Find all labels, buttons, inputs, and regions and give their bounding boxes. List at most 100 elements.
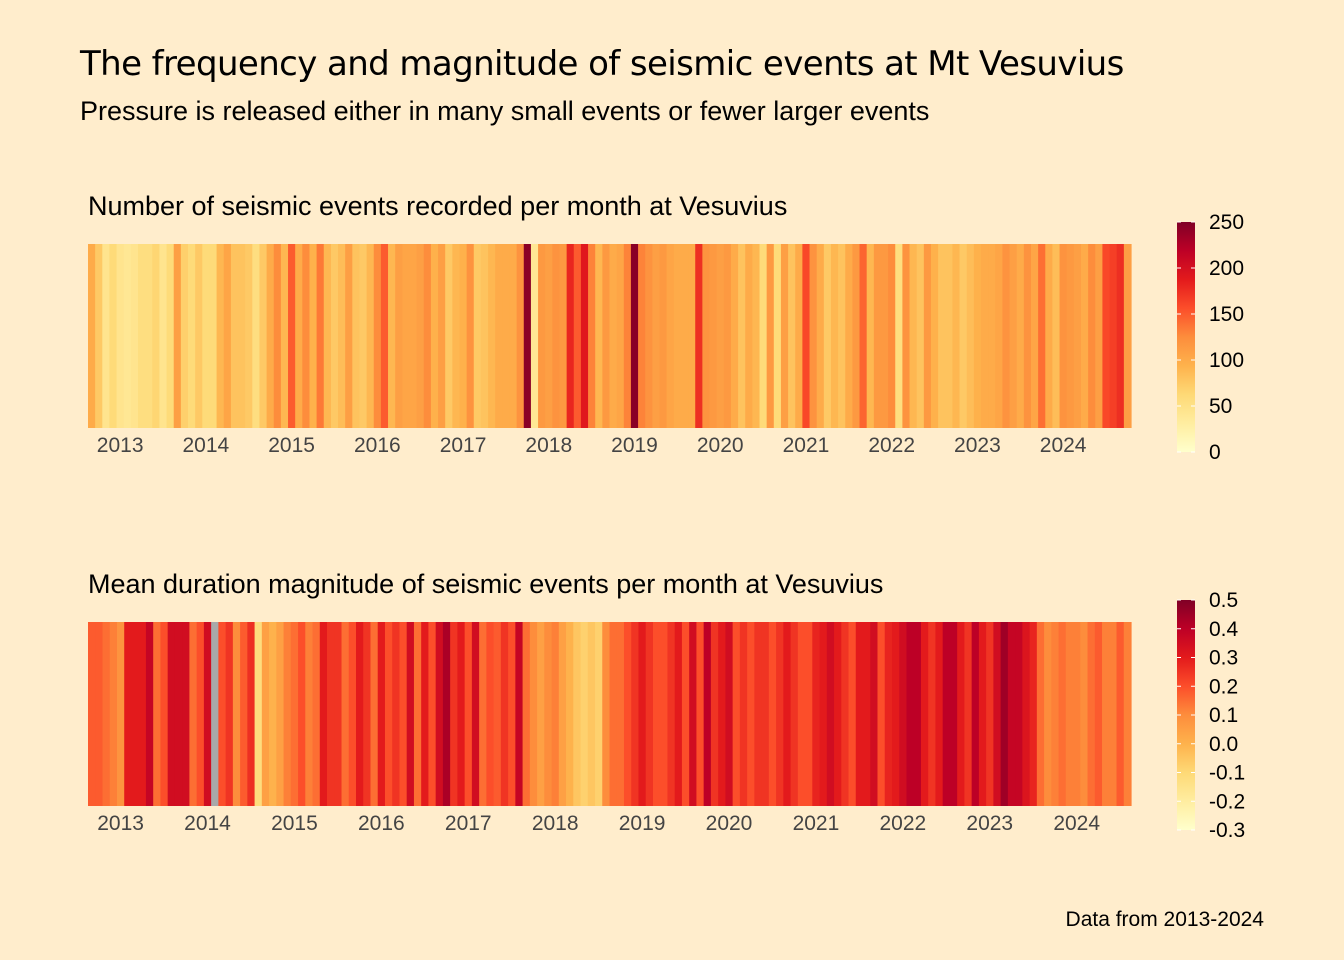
heatmap-cell	[445, 244, 453, 428]
x-tick-label: 2018	[532, 812, 579, 835]
heatmap-cell	[759, 244, 768, 428]
heatmap-cell	[261, 622, 270, 806]
x-tick-label: 2021	[783, 434, 830, 457]
heatmap-cell	[316, 244, 325, 428]
heatmap-cell	[266, 244, 275, 428]
heatmap-cell	[1095, 244, 1104, 428]
heatmap-cell	[288, 244, 296, 428]
heatmap-cell	[348, 622, 357, 806]
heatmap-cell	[559, 244, 568, 428]
heatmap-cell	[659, 244, 668, 428]
heatmap-cell	[252, 244, 261, 428]
heatmap-cell	[805, 622, 813, 806]
heatmap-cell	[1000, 622, 1009, 806]
heatmap-cell	[211, 622, 219, 806]
heatmap-cell	[302, 244, 311, 428]
heatmap-cell	[788, 244, 796, 428]
heatmap-cell	[899, 622, 908, 806]
heatmap-cell	[124, 622, 133, 806]
heatmap-cell	[580, 244, 589, 428]
heatmap-cell	[558, 622, 567, 806]
heatmap-cell	[1123, 244, 1132, 428]
heatmap-cell	[681, 622, 690, 806]
heatmap-cell	[834, 622, 842, 806]
heatmap-cell	[913, 622, 922, 806]
heatmap-cell	[388, 244, 396, 428]
heatmap-cell	[1038, 244, 1046, 428]
heatmap-cell	[312, 622, 321, 806]
legend-tick-label: 250	[1209, 211, 1244, 234]
heatmap-cell	[116, 244, 125, 428]
heatmap-cell	[1066, 244, 1075, 428]
heatmap-cell	[138, 622, 147, 806]
legend-tick-label: 150	[1209, 303, 1244, 326]
heatmap-cell	[877, 622, 886, 806]
heatmap-cell	[747, 622, 755, 806]
heatmap-cell	[273, 244, 282, 428]
duration-magnitude-heatmap: Mean duration magnitude of seismic event…	[88, 569, 1245, 842]
heatmap-cell	[223, 244, 232, 428]
heatmap-cell	[928, 622, 937, 806]
heatmap-cell	[95, 244, 103, 428]
heatmap-cell	[435, 622, 444, 806]
heatmap-cell	[529, 622, 538, 806]
heatmap-cell	[473, 244, 482, 428]
heatmap-cell	[334, 622, 343, 806]
heatmap-cell	[203, 622, 212, 806]
heatmap-cell	[402, 244, 411, 428]
heatmap-cell	[986, 622, 994, 806]
heatmap-cell	[423, 244, 432, 428]
heatmap-cell	[269, 622, 277, 806]
legend-tick-label: 0.3	[1209, 647, 1238, 670]
heatmap-cell	[544, 622, 553, 806]
heatmap-cell	[959, 244, 968, 428]
heatmap-cell	[666, 244, 675, 428]
heatmap-cell	[863, 622, 871, 806]
heatmap-cell	[471, 622, 480, 806]
heatmap-cell	[949, 622, 958, 806]
heatmap-cell	[530, 244, 539, 428]
heatmap-cell	[732, 622, 741, 806]
heatmap-cell	[493, 622, 502, 806]
heatmap-cell	[1088, 244, 1096, 428]
heatmap-cell	[247, 622, 256, 806]
heatmap-cell	[609, 622, 618, 806]
heatmap-cell	[395, 244, 403, 428]
heatmap-cell	[452, 244, 461, 428]
heatmap-cell	[450, 622, 458, 806]
heatmap-cell	[674, 622, 683, 806]
heatmap-cell	[993, 622, 1002, 806]
heatmap-cell	[945, 244, 953, 428]
heatmap-cell	[638, 622, 647, 806]
heatmap-cell	[1002, 244, 1011, 428]
color-legend-bar	[1177, 222, 1195, 452]
heatmap-cell	[109, 622, 118, 806]
heatmap-cell	[167, 622, 176, 806]
color-legend-bar	[1177, 600, 1195, 830]
x-tick-label: 2016	[358, 812, 405, 835]
heatmap-cell	[430, 244, 439, 428]
heatmap-cell	[1030, 244, 1039, 428]
heatmap-cell	[838, 244, 846, 428]
heatmap-cell	[409, 244, 418, 428]
x-tick-label: 2016	[354, 434, 401, 457]
heatmap-cell	[680, 244, 689, 428]
heatmap-cell	[702, 244, 711, 428]
heatmap-cell	[739, 622, 748, 806]
heatmap-cell	[327, 622, 335, 806]
heatmap-cell	[660, 622, 669, 806]
x-tick-label: 2014	[183, 434, 230, 457]
x-tick-label: 2021	[793, 812, 840, 835]
legend-tick-label: 0.4	[1209, 618, 1239, 641]
heatmap-cell	[942, 622, 951, 806]
heatmap-cell	[964, 622, 973, 806]
heatmap-cell	[166, 244, 175, 428]
heatmap-cell	[631, 622, 640, 806]
heatmap-cell	[370, 622, 379, 806]
data-caption: Data from 2013-2024	[1065, 908, 1264, 931]
heatmap-cell	[238, 244, 246, 428]
heatmap-cell	[573, 244, 582, 428]
heatmap-cell	[616, 244, 625, 428]
heatmap-cell	[980, 244, 989, 428]
heatmap-cell	[466, 244, 475, 428]
